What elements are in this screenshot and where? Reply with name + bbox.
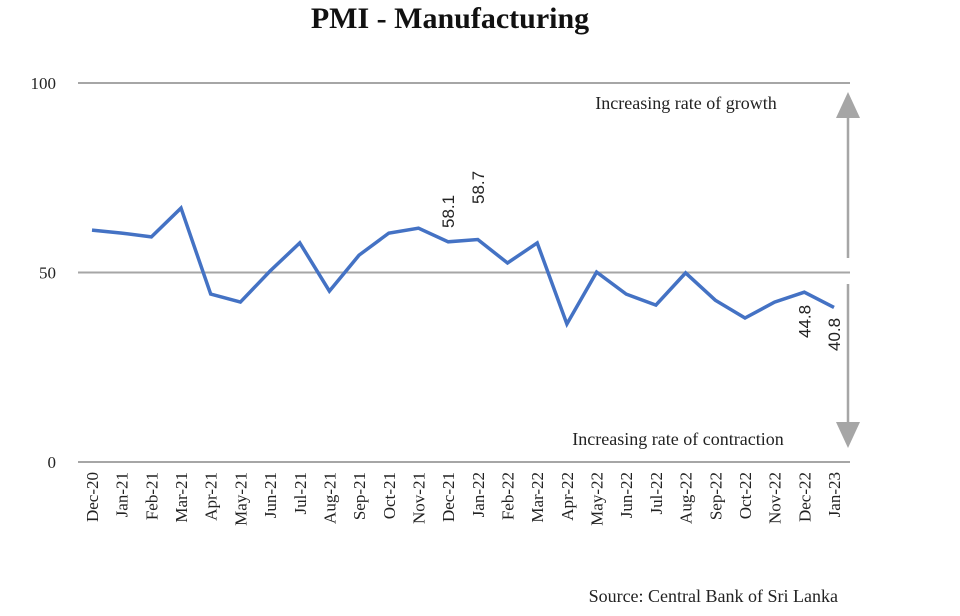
series-group	[91, 204, 835, 329]
annotation-contraction: Increasing rate of contraction	[572, 429, 783, 449]
gridlines	[78, 82, 850, 463]
x-axis-ticks: Dec-20 Jan-21 Feb-21 Mar-21 Apr-21 May-21 Jun-…	[83, 472, 844, 526]
data-label: 58.7	[469, 171, 488, 204]
x-tick-label: Dec-20	[83, 472, 102, 522]
x-tick-label: Nov-21	[409, 472, 428, 524]
annotation-growth: Increasing rate of growth	[595, 93, 776, 113]
y-tick-label: 100	[31, 74, 57, 93]
chart-title: PMI - Manufacturing	[311, 2, 589, 35]
x-tick-label: Aug-21	[320, 472, 339, 524]
y-tick-label: 50	[39, 264, 56, 283]
contraction-arrow-head-icon	[836, 422, 860, 448]
x-tick-label: May-22	[588, 472, 607, 526]
x-tick-label: Jul-22	[647, 472, 666, 515]
y-axis-ticks: 0 50 100	[31, 74, 57, 472]
x-tick-label: Feb-22	[499, 472, 518, 520]
x-tick-label: Mar-21	[172, 472, 191, 523]
data-label: 44.8	[795, 305, 814, 338]
x-tick-label: Nov-22	[766, 472, 785, 524]
source-note: Source: Central Bank of Sri Lanka	[589, 586, 838, 606]
x-tick-label: Aug-22	[677, 472, 696, 524]
x-tick-label: Jan-21	[113, 472, 132, 517]
direction-arrows	[836, 92, 860, 448]
x-tick-label: Jan-23	[825, 472, 844, 517]
x-tick-label: May-21	[231, 472, 250, 526]
x-tick-label: Apr-22	[558, 472, 577, 521]
x-tick-label: Sep-21	[350, 472, 369, 520]
data-labels: 58.1 58.7 44.8 40.8	[439, 171, 844, 351]
x-tick-label: Jun-21	[261, 472, 280, 518]
data-label: 58.1	[439, 195, 458, 228]
x-tick-label: Jun-22	[617, 472, 636, 518]
x-tick-label: Dec-21	[439, 472, 458, 522]
x-tick-label: Dec-22	[795, 472, 814, 522]
x-tick-label: Oct-22	[736, 472, 755, 519]
series-line	[91, 204, 835, 329]
x-tick-label: Apr-21	[202, 472, 221, 521]
data-label: 40.8	[825, 318, 844, 351]
x-tick-label: Mar-22	[528, 472, 547, 523]
x-tick-label: Feb-21	[142, 472, 161, 520]
x-tick-label: Sep-22	[706, 472, 725, 520]
growth-arrow-head-icon	[836, 92, 860, 118]
x-tick-label: Oct-21	[380, 472, 399, 519]
y-tick-label: 0	[48, 453, 57, 472]
x-tick-label: Jul-21	[291, 472, 310, 515]
x-tick-label: Jan-22	[469, 472, 488, 517]
